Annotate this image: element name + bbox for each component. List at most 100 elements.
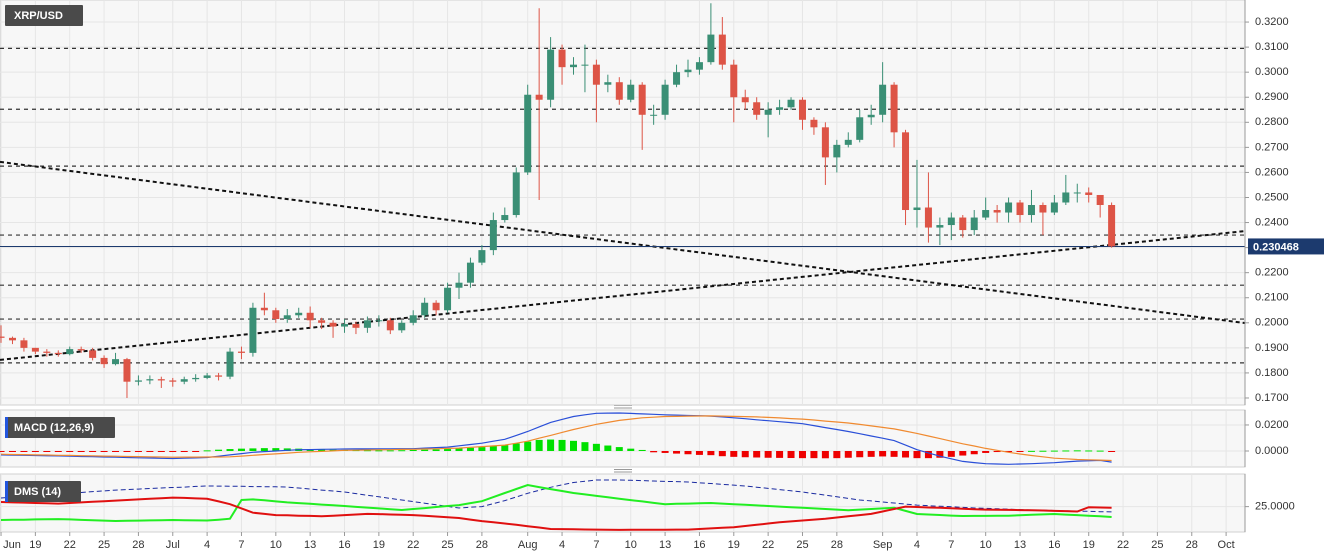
candle-body — [272, 310, 280, 320]
x-tick-label: 28 — [132, 539, 144, 551]
x-tick-label: 7 — [238, 539, 244, 551]
candle-body — [936, 225, 944, 228]
histogram-bar — [363, 450, 371, 452]
x-tick-label: 22 — [762, 539, 774, 551]
y-tick-label: 0.3100 — [1255, 41, 1289, 53]
x-tick-label: Aug — [518, 539, 538, 551]
candle-body — [707, 34, 715, 63]
candle-body — [638, 84, 646, 115]
candle-body — [180, 379, 188, 382]
y-tick-label: 0.2700 — [1255, 141, 1289, 153]
histogram-bar — [77, 450, 85, 452]
histogram-bar — [856, 450, 864, 458]
y-tick-label: 0.1900 — [1255, 342, 1289, 354]
candle-body — [1005, 202, 1013, 213]
histogram-bar — [730, 450, 738, 457]
histogram-bar — [673, 450, 681, 454]
x-tick-label: 4 — [559, 539, 565, 551]
candle-body — [856, 117, 864, 140]
candle-body — [444, 287, 452, 311]
histogram-bar — [31, 450, 39, 452]
histogram-bar — [43, 450, 51, 452]
histogram-bar — [455, 448, 463, 451]
candle-body — [352, 324, 360, 328]
candle-body — [1073, 192, 1081, 194]
histogram-bar — [1027, 450, 1035, 452]
histogram-bar — [833, 450, 841, 459]
candle-body — [283, 315, 291, 320]
last-price-box — [1248, 238, 1324, 255]
candle-body — [821, 127, 829, 158]
candle-body — [157, 379, 165, 381]
histogram-bar — [478, 447, 486, 451]
candle-body — [764, 109, 772, 115]
histogram-bar — [776, 450, 784, 458]
candle-body — [169, 380, 177, 382]
candle-body — [295, 312, 303, 316]
panel-background — [0, 473, 1246, 533]
histogram-bar — [707, 450, 715, 456]
x-tick-label: 22 — [1117, 539, 1129, 551]
candle-body — [249, 307, 257, 353]
candle-body — [0, 336, 5, 338]
x-tick-label: 25 — [441, 539, 453, 551]
candle-body — [615, 82, 623, 100]
histogram-bar — [1073, 450, 1081, 452]
candle-body — [203, 375, 211, 378]
histogram-bar — [272, 448, 280, 451]
histogram-bar — [260, 448, 268, 451]
histogram-bar — [684, 450, 692, 455]
indicator-line — [0, 415, 1112, 462]
histogram-bar — [902, 450, 910, 458]
x-tick-label: 16 — [693, 539, 705, 551]
x-tick-label: 28 — [476, 539, 488, 551]
histogram-bar — [89, 450, 97, 452]
candle-body — [1096, 194, 1104, 206]
candle-body — [1085, 192, 1093, 195]
histogram-bar — [982, 450, 990, 453]
histogram-bar — [203, 450, 211, 452]
candle-body — [54, 352, 62, 355]
histogram-bar — [249, 448, 257, 451]
indicator-line — [0, 412, 1112, 465]
histogram-bar — [20, 450, 28, 452]
candle-body — [661, 84, 669, 115]
y-tick-label: 0.2500 — [1255, 191, 1289, 203]
histogram-bar — [398, 450, 406, 452]
y-tick-label: 0.2800 — [1255, 116, 1289, 128]
candle-body — [1050, 202, 1058, 213]
histogram-bar — [581, 442, 589, 451]
candle-body — [226, 351, 234, 377]
candle-body — [627, 84, 635, 100]
title-box — [5, 5, 83, 26]
panel-title: XRP/USD — [14, 10, 63, 22]
histogram-bar — [409, 449, 417, 451]
y-tick-label: 0.2000 — [1255, 317, 1289, 329]
histogram-bar — [123, 450, 131, 452]
candle-body — [1027, 205, 1035, 216]
candle-body — [959, 217, 967, 231]
panel-background — [0, 0, 1246, 406]
histogram-bar — [375, 450, 383, 452]
y-tick-label: 0.2600 — [1255, 166, 1289, 178]
candle-body — [20, 340, 28, 348]
panel-title: DMS (14) — [14, 486, 61, 498]
candle-body — [455, 282, 463, 288]
candle-body — [547, 49, 555, 100]
candle-body — [318, 320, 326, 323]
x-tick-label: 10 — [980, 539, 992, 551]
candle-body — [982, 210, 990, 218]
histogram-bar — [936, 450, 944, 458]
candle-body — [192, 377, 200, 380]
trend-line — [0, 230, 1246, 361]
histogram-bar — [1050, 450, 1058, 452]
x-tick-label: 25 — [796, 539, 808, 551]
candle-body — [695, 62, 703, 70]
histogram-bar — [66, 450, 74, 452]
candle-body — [753, 102, 761, 115]
y-tick-label: 25.0000 — [1255, 501, 1295, 513]
y-tick-label: 0.1700 — [1255, 392, 1289, 404]
y-tick-label: 0.0200 — [1255, 419, 1289, 431]
candle-body — [902, 132, 910, 211]
